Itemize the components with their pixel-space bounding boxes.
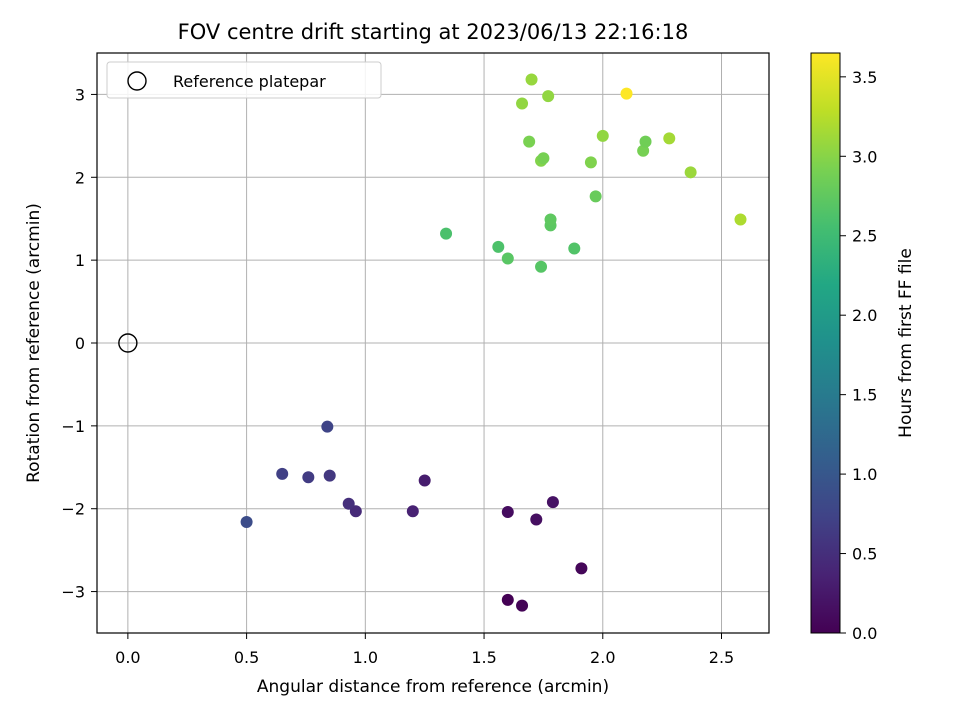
data-point (240, 515, 253, 528)
colorbar-tick-label: 2.0 (852, 306, 877, 325)
data-point (440, 227, 453, 240)
data-point (501, 593, 514, 606)
data-point (589, 190, 602, 203)
data-point (637, 144, 650, 157)
x-tick-label: 2.0 (590, 648, 615, 667)
data-point (516, 97, 529, 110)
y-tick-label: 0 (75, 334, 85, 353)
data-point (535, 260, 548, 273)
colorbar-tick-label: 3.5 (852, 68, 877, 87)
x-axis-ticks: 0.0 0.5 1.0 1.5 2.0 2.5 (115, 633, 734, 667)
data-point (596, 129, 609, 142)
y-tick-label: 2 (75, 168, 85, 187)
legend-entry-label: Reference platepar (173, 72, 326, 91)
data-point (501, 252, 514, 265)
x-tick-label: 0.0 (115, 648, 140, 667)
colorbar-label: Hours from first FF file (896, 248, 916, 438)
y-tick-label: 3 (75, 85, 85, 104)
data-point (575, 562, 588, 575)
data-point (537, 152, 550, 165)
legend: Reference platepar (106, 61, 382, 99)
data-point (501, 506, 514, 519)
data-points (240, 73, 747, 612)
y-tick-label: −2 (61, 500, 85, 519)
grid-lines (97, 53, 769, 633)
legend-reference-marker (127, 71, 147, 91)
data-point (525, 73, 538, 86)
data-point (492, 240, 505, 253)
data-point (544, 213, 557, 226)
colorbar-tick-label: 1.0 (852, 465, 877, 484)
y-axis-ticks: −3 −2 −1 0 1 2 3 (61, 85, 97, 602)
x-tick-label: 0.5 (234, 648, 259, 667)
y-tick-label: 1 (75, 251, 85, 270)
colorbar-tick-label: 1.5 (852, 386, 877, 405)
data-point (349, 505, 362, 518)
x-tick-label: 1.5 (471, 648, 496, 667)
data-point (302, 471, 315, 484)
data-point (734, 213, 747, 226)
data-point (276, 467, 289, 480)
y-tick-label: −1 (61, 417, 85, 436)
data-point (542, 90, 555, 103)
x-tick-label: 1.0 (353, 648, 378, 667)
data-point (639, 135, 652, 148)
data-point (323, 469, 336, 482)
x-tick-label: 2.5 (709, 648, 734, 667)
data-point (406, 505, 419, 518)
colorbar-tick-label: 0.5 (852, 545, 877, 564)
y-tick-label: −3 (61, 583, 85, 602)
chart-title: FOV centre drift starting at 2023/06/13 … (178, 20, 689, 44)
data-point (530, 513, 543, 526)
data-point (342, 497, 355, 510)
colorbar-tick-label: 0.0 (852, 624, 877, 643)
data-point (546, 496, 559, 509)
data-point (620, 87, 633, 100)
reference-platepar-marker (118, 333, 138, 353)
colorbar-tick-label: 2.5 (852, 227, 877, 246)
y-axis-label: Rotation from reference (arcmin) (24, 203, 44, 483)
data-point (516, 599, 529, 612)
data-point (663, 132, 676, 145)
colorbar-ticks: 0.0 0.5 1.0 1.5 2.0 2.5 3.0 3.5 (840, 68, 877, 643)
colorbar-tick-label: 3.0 (852, 147, 877, 166)
legend-box (106, 61, 382, 99)
reference-marker-group (118, 333, 138, 353)
data-point (568, 242, 581, 255)
data-point (418, 474, 431, 487)
data-point (684, 166, 697, 179)
data-point (523, 135, 536, 148)
data-point (584, 156, 597, 169)
data-point (321, 420, 334, 433)
colorbar (810, 52, 841, 634)
x-axis-label: Angular distance from reference (arcmin) (257, 677, 609, 697)
